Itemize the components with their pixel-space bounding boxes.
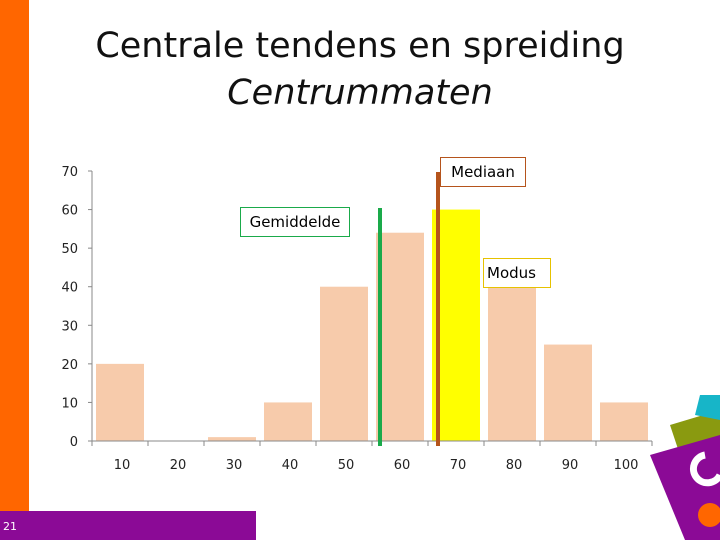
y-tick-label: 60: [61, 204, 78, 219]
decorative-logo-shapes: [650, 395, 720, 540]
y-tick-label: 70: [61, 165, 78, 180]
callout-gemiddelde: Gemiddelde: [240, 207, 350, 237]
x-tick-label: 60: [394, 458, 411, 473]
x-tick-label: 70: [450, 458, 467, 473]
x-tick-label: 50: [338, 458, 355, 473]
callout-modus: Modus: [483, 258, 551, 288]
callout-mediaan: Mediaan: [440, 157, 526, 187]
y-tick-label: 30: [61, 319, 78, 334]
bar: [320, 286, 368, 441]
bar: [376, 232, 424, 441]
bar: [488, 286, 536, 441]
bar: [264, 402, 312, 441]
x-tick-label: 40: [282, 458, 299, 473]
y-tick-label: 40: [61, 281, 78, 296]
bar: [208, 437, 256, 441]
bar: [96, 363, 144, 441]
bar: [544, 344, 592, 441]
y-tick-label: 50: [61, 242, 78, 257]
x-tick-label: 20: [170, 458, 187, 473]
x-tick-label: 90: [562, 458, 579, 473]
x-tick-label: 80: [506, 458, 523, 473]
bar: [600, 402, 648, 441]
y-tick-label: 0: [70, 435, 78, 450]
slide-number: 21: [3, 520, 17, 533]
x-tick-label: 100: [614, 458, 639, 473]
slide-subtitle: Centrummaten: [227, 73, 493, 113]
slide-title: Centrale tendens en spreiding: [95, 26, 625, 66]
x-tick-label: 30: [226, 458, 243, 473]
left-accent-bar: [0, 0, 29, 540]
footer-bar: [0, 511, 256, 540]
y-tick-label: 20: [61, 358, 78, 373]
y-tick-label: 10: [61, 396, 78, 411]
x-tick-label: 10: [114, 458, 131, 473]
